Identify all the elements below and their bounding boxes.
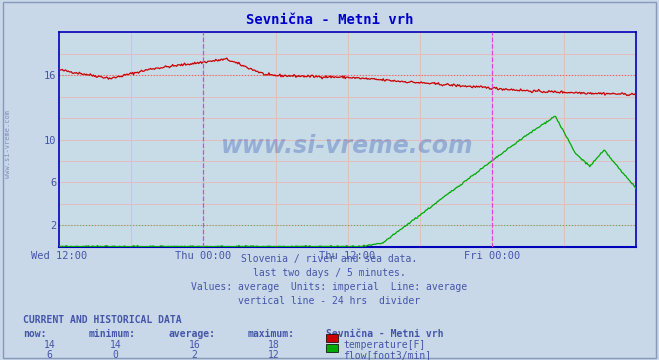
Text: 6: 6: [47, 350, 52, 360]
Text: 0: 0: [113, 350, 118, 360]
Text: 16: 16: [188, 340, 200, 350]
Text: Slovenia / river and sea data.
last two days / 5 minutes.
Values: average  Units: Slovenia / river and sea data. last two …: [191, 254, 468, 306]
Text: 14: 14: [109, 340, 121, 350]
Text: average:: average:: [168, 329, 215, 339]
Text: 2: 2: [192, 350, 197, 360]
Text: minimum:: minimum:: [89, 329, 136, 339]
Text: Sevnična - Metni vrh: Sevnična - Metni vrh: [326, 329, 444, 339]
Text: temperature[F]: temperature[F]: [343, 340, 426, 350]
Text: 14: 14: [43, 340, 55, 350]
Text: www.si-vreme.com: www.si-vreme.com: [5, 110, 11, 178]
Text: flow[foot3/min]: flow[foot3/min]: [343, 350, 432, 360]
Text: Sevnična - Metni vrh: Sevnična - Metni vrh: [246, 13, 413, 27]
Text: 18: 18: [268, 340, 279, 350]
Text: 12: 12: [268, 350, 279, 360]
Text: www.si-vreme.com: www.si-vreme.com: [221, 134, 474, 158]
Text: maximum:: maximum:: [247, 329, 294, 339]
Text: now:: now:: [23, 329, 47, 339]
Text: CURRENT AND HISTORICAL DATA: CURRENT AND HISTORICAL DATA: [23, 315, 182, 325]
